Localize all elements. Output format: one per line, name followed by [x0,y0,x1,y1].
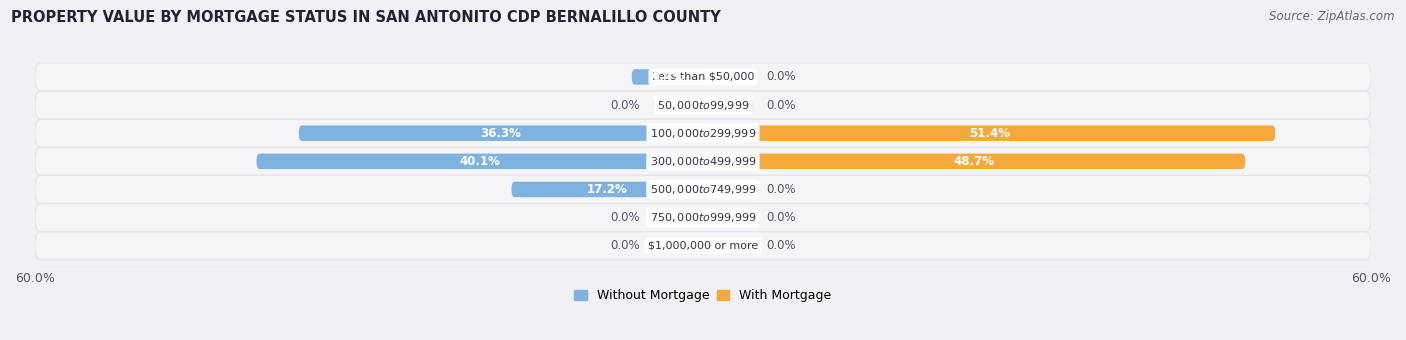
Text: $1,000,000 or more: $1,000,000 or more [648,241,758,251]
FancyBboxPatch shape [652,210,703,225]
Text: 40.1%: 40.1% [460,155,501,168]
Text: $300,000 to $499,999: $300,000 to $499,999 [650,155,756,168]
Text: 0.0%: 0.0% [610,239,640,252]
FancyBboxPatch shape [703,69,754,85]
Text: 0.0%: 0.0% [766,211,796,224]
FancyBboxPatch shape [35,63,1371,91]
Text: 51.4%: 51.4% [969,127,1010,140]
FancyBboxPatch shape [35,204,1371,232]
FancyBboxPatch shape [35,148,1371,175]
Text: $500,000 to $749,999: $500,000 to $749,999 [650,183,756,196]
Text: 36.3%: 36.3% [481,127,522,140]
FancyBboxPatch shape [652,238,703,254]
FancyBboxPatch shape [631,69,703,85]
FancyBboxPatch shape [35,119,1371,147]
Text: PROPERTY VALUE BY MORTGAGE STATUS IN SAN ANTONITO CDP BERNALILLO COUNTY: PROPERTY VALUE BY MORTGAGE STATUS IN SAN… [11,10,721,25]
FancyBboxPatch shape [703,182,754,197]
FancyBboxPatch shape [703,154,1246,169]
FancyBboxPatch shape [703,125,1275,141]
Text: 0.0%: 0.0% [766,99,796,112]
Legend: Without Mortgage, With Mortgage: Without Mortgage, With Mortgage [569,284,837,307]
Text: 0.0%: 0.0% [610,99,640,112]
FancyBboxPatch shape [512,182,703,197]
FancyBboxPatch shape [35,91,1371,119]
Text: 6.4%: 6.4% [651,70,683,83]
Text: 0.0%: 0.0% [766,70,796,83]
Text: 0.0%: 0.0% [610,211,640,224]
Text: 48.7%: 48.7% [953,155,994,168]
Text: $100,000 to $299,999: $100,000 to $299,999 [650,127,756,140]
Text: $750,000 to $999,999: $750,000 to $999,999 [650,211,756,224]
Text: 0.0%: 0.0% [766,239,796,252]
Text: Less than $50,000: Less than $50,000 [652,72,754,82]
FancyBboxPatch shape [256,154,703,169]
FancyBboxPatch shape [652,97,703,113]
Text: 0.0%: 0.0% [766,183,796,196]
FancyBboxPatch shape [299,125,703,141]
Text: 17.2%: 17.2% [586,183,627,196]
FancyBboxPatch shape [703,210,754,225]
Text: Source: ZipAtlas.com: Source: ZipAtlas.com [1270,10,1395,23]
FancyBboxPatch shape [703,238,754,254]
FancyBboxPatch shape [703,97,754,113]
Text: $50,000 to $99,999: $50,000 to $99,999 [657,99,749,112]
FancyBboxPatch shape [35,232,1371,260]
FancyBboxPatch shape [35,175,1371,203]
